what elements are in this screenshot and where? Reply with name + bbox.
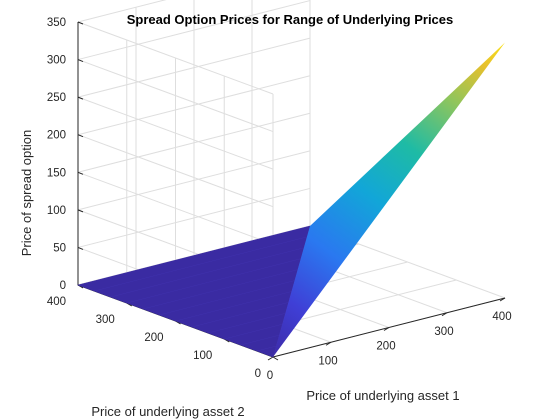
x-tick-mark [267, 356, 274, 361]
z-tick-label: 0 [60, 280, 66, 292]
x-tick-mark [441, 312, 448, 317]
x-axis-label: Price of underlying asset 1 [306, 388, 459, 403]
z-tick-label: 200 [47, 130, 66, 142]
surface-mesh-line [94, 236, 307, 292]
x-tick-label: 100 [318, 355, 337, 367]
z-tick-mark [77, 246, 84, 250]
back-wall-grid-line [77, 187, 311, 248]
z-tick-label: 300 [47, 55, 66, 67]
x-tick-mark [383, 327, 390, 331]
z-tick-mark [77, 171, 84, 175]
y-tick-label: 400 [47, 296, 66, 308]
surface-mesh-line [175, 291, 292, 322]
x-tick-label: 200 [376, 341, 395, 353]
surface-mesh-line [256, 345, 277, 352]
surface-mesh-line [142, 269, 298, 310]
x-tick-label: 400 [492, 311, 511, 323]
surface [76, 42, 505, 358]
z-tick-label: 150 [47, 167, 66, 179]
x-tick-label: 300 [434, 326, 453, 338]
z-tick-mark [77, 209, 84, 213]
z-tick-mark [77, 21, 84, 25]
z-axis-label: Price of spread option [19, 130, 34, 256]
surface-rising-region [273, 42, 505, 357]
back-wall-grid-line [77, 0, 311, 61]
z-tick-mark [77, 96, 84, 100]
y-tick-label: 0 [255, 368, 261, 380]
z-tick-label: 250 [47, 92, 66, 104]
back-wall-grid-line [77, 112, 311, 173]
z-tick-label: 50 [53, 242, 66, 254]
back-wall-grid-line [77, 0, 167, 23]
chart-title: Spread Option Prices for Range of Underl… [127, 12, 454, 27]
surface-mesh-line [191, 302, 289, 328]
z-tick-label: 350 [47, 17, 66, 29]
y-tick-label: 100 [193, 350, 212, 362]
back-wall-grid-line [77, 171, 274, 245]
z-tick-label: 100 [47, 205, 66, 217]
back-wall-grid-line [77, 150, 311, 211]
surface-mesh-line [126, 258, 301, 304]
x-tick-mark [499, 297, 506, 302]
y-tick-mark [272, 356, 279, 361]
tick-labels: 0 100 200 300 400 0 100 200 300 400 0 50 100 150 200 25… [47, 17, 512, 382]
back-wall-grid-line [77, 21, 274, 95]
surface-mesh-line [159, 280, 295, 316]
y-tick-label: 300 [96, 314, 115, 326]
surface-mesh-line [224, 324, 283, 340]
z-tick-mark [77, 134, 84, 138]
back-wall-grid-line [77, 37, 311, 98]
x-tick-label: 0 [267, 370, 273, 382]
back-wall-grid-line [77, 59, 274, 133]
surface-mesh-line [110, 247, 304, 298]
back-wall-grid-line [77, 134, 274, 208]
surface-mesh-line [240, 334, 280, 346]
surface-mesh-line [207, 313, 286, 334]
z-tick-mark [77, 59, 84, 63]
x-tick-mark [325, 341, 332, 346]
back-wall-grid-line [77, 96, 274, 170]
y-tick-label: 200 [144, 332, 163, 344]
back-wall-grid-line [77, 75, 311, 136]
y-axis-label: Price of underlying asset 2 [91, 404, 244, 419]
